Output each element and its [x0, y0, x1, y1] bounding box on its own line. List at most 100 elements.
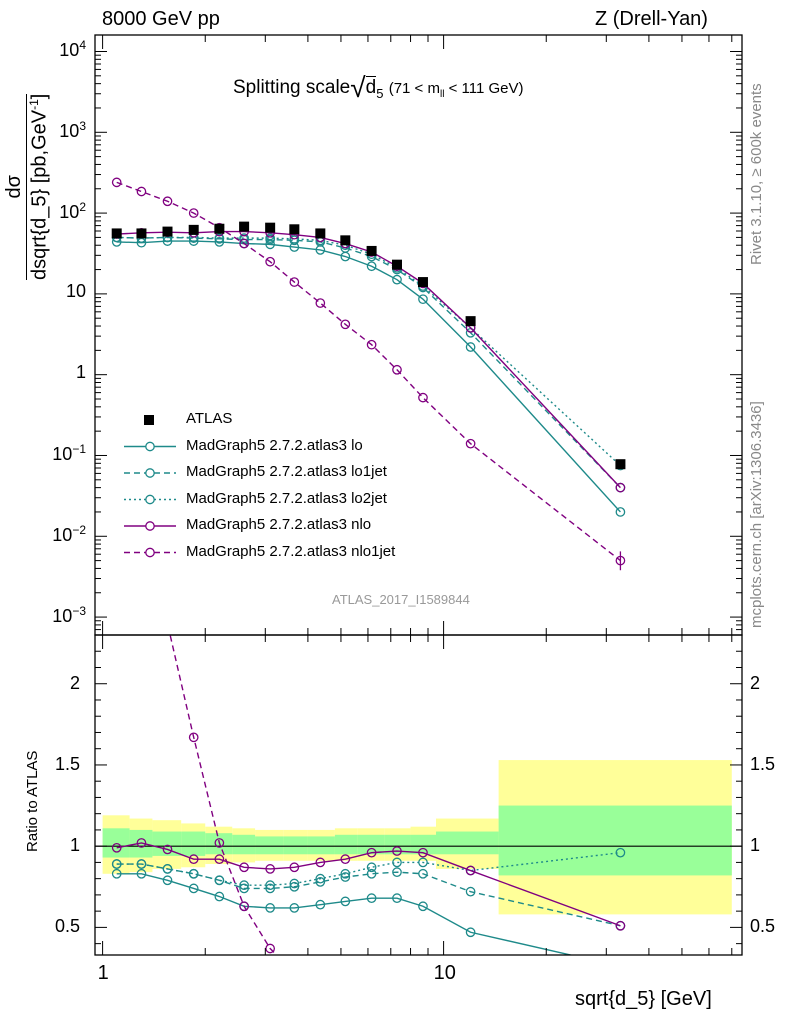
ratio-point [465, 865, 476, 876]
series-point [214, 233, 225, 243]
series-line-4 [116, 181, 621, 562]
band-inner [181, 831, 206, 856]
ratio-point [214, 891, 225, 902]
top-y-tick-label-3: 10 [65, 280, 86, 301]
legend-label-4: MadGraph5 2.7.2.atlas3 nlo [186, 516, 372, 533]
ratio-point [615, 920, 626, 931]
chart-title: Splitting scale√d5 (71 < mll < 111 GeV) [233, 68, 524, 103]
top-ylabel-numerator: dσ [3, 93, 27, 280]
ratio-line-3 [116, 842, 621, 927]
atlas-data-point [391, 259, 402, 270]
atlas-data-point [465, 316, 476, 327]
series-point [188, 208, 199, 218]
legend-label-0: ATLAS [186, 410, 233, 427]
atlas-data-point [162, 226, 173, 237]
legend-marker [145, 547, 155, 558]
series-point [465, 342, 476, 352]
axis-ticks [95, 35, 742, 955]
legend-label-2: MadGraph5 2.7.2.atlas3 lo1jet [186, 463, 387, 480]
series-point [162, 196, 173, 207]
x-tick-label-1: 10 [433, 962, 456, 984]
ratio-point [418, 847, 428, 858]
series-point [265, 256, 276, 267]
legend-symbols [124, 415, 176, 558]
ratio-point [615, 847, 626, 858]
mcplots-label: mcplots.cern.ch [arXiv:1306.3436] [748, 401, 765, 628]
band-inner [410, 834, 437, 855]
atlas-data-point [111, 228, 122, 239]
ratio-point [392, 857, 402, 868]
legend-label-1: MadGraph5 2.7.2.atlas3 lo [186, 436, 363, 454]
band-inner [152, 831, 182, 856]
ratio-point [315, 899, 326, 910]
top-y-axis-label: dσ dsqrt{d_5} [pb,GeV-1] [3, 93, 52, 280]
atlas-data-point [265, 222, 276, 233]
ratio-point [289, 903, 300, 913]
band-inner [129, 829, 153, 858]
ratio-point [340, 896, 351, 907]
title-main: Splitting scale [233, 77, 351, 98]
ratio-point [315, 873, 326, 884]
series-point [136, 186, 147, 197]
series-point [289, 277, 300, 287]
title-range-post: < 111 GeV) [444, 80, 524, 97]
ratio-point [316, 982, 324, 990]
series-point [418, 294, 428, 305]
ratio-line-2 [116, 851, 621, 886]
ratio-point [340, 868, 351, 879]
x-tick-label-0: 1 [97, 962, 109, 984]
band-inner [334, 834, 358, 855]
ratio-y-tick-label-right-2: 1 [750, 835, 761, 856]
ratio-point [111, 842, 122, 853]
series-line-2 [116, 236, 621, 467]
ratio-point [392, 893, 402, 903]
title-range-pre: (71 < m [388, 80, 440, 97]
series-point [615, 482, 626, 493]
band-inner [498, 805, 732, 876]
ratio-point [340, 872, 351, 882]
series-point [465, 438, 476, 449]
top-y-tick-label-0: 104 [59, 38, 86, 61]
band-inner [436, 831, 499, 855]
ratio-point [214, 854, 225, 865]
ratio-panel-frame [94, 634, 743, 956]
ratio-point [239, 862, 249, 873]
atlas-data-point [340, 235, 351, 246]
top-y-tick-label-4: 1 [75, 361, 86, 382]
legend-label-3: MadGraph5 2.7.2.atlas3 lo2jet [186, 489, 387, 507]
ratio-point [162, 875, 173, 886]
ratio-point [111, 868, 122, 879]
top-y-tick-label-1: 103 [59, 119, 86, 142]
ratio-point [340, 854, 351, 865]
ratio-point [265, 864, 276, 874]
top-y-tick-label-2: 102 [59, 200, 86, 223]
series-point [315, 298, 326, 308]
ratio-point [214, 875, 225, 886]
atlas-data-point [289, 224, 300, 235]
ratio-y-tick-label-right-1: 1.5 [750, 753, 776, 774]
band-inner [384, 834, 411, 855]
legend-marker [145, 521, 155, 531]
title-d: d [365, 76, 377, 98]
band-inner [307, 836, 335, 855]
ratio-point [136, 859, 147, 869]
band-inner [357, 834, 385, 855]
band-inner [255, 836, 284, 855]
ratio-point [465, 927, 476, 938]
legend-marker [145, 441, 155, 452]
atlas-data-point [615, 459, 626, 470]
ratio-y-tick-label-left-3: 0.5 [54, 916, 80, 937]
x-axis-label: sqrt{d_5} [GeV] [575, 988, 712, 1010]
legend-marker-atlas [144, 415, 154, 425]
atlas-data-point [214, 223, 225, 234]
band-inner [102, 828, 130, 858]
ratio-point [466, 1000, 474, 1008]
atlas-data-point [239, 221, 250, 232]
band-inner [205, 833, 233, 855]
legend-marker [145, 494, 155, 505]
title-sqrt: √ [350, 72, 366, 103]
ratio-point [188, 732, 199, 743]
ratio-point [265, 903, 276, 913]
ratio-point [392, 867, 402, 878]
ratio-point [367, 993, 375, 1001]
